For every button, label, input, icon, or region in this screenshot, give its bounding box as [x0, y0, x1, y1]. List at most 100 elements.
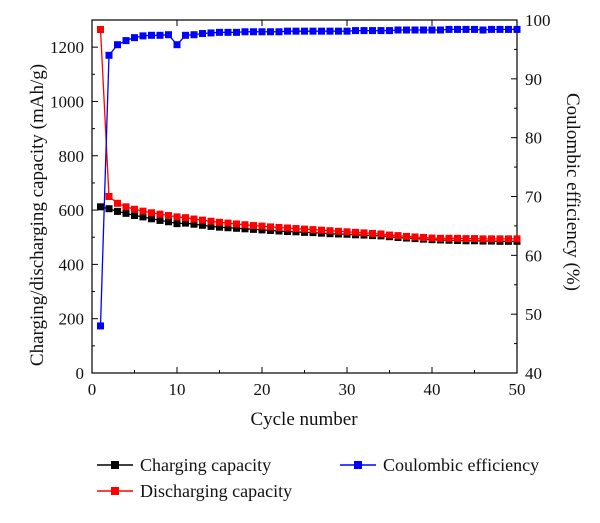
data-point-discharging-capacity — [318, 226, 325, 234]
data-point-coulombic-efficiency — [352, 27, 359, 35]
data-point-coulombic-efficiency — [139, 32, 147, 40]
data-point-coulombic-efficiency — [488, 25, 495, 33]
data-point-discharging-capacity — [165, 212, 172, 220]
data-point-discharging-capacity — [454, 234, 461, 242]
data-point-charging-capacity — [165, 218, 172, 226]
x-axis-title: Cycle number — [250, 409, 358, 430]
data-point-discharging-capacity — [148, 209, 155, 217]
data-point-coulombic-efficiency — [394, 26, 402, 34]
data-point-charging-capacity — [275, 227, 283, 235]
y-axis-title: Charging/discharging capacity (mAh/g) — [27, 64, 48, 366]
data-point-coulombic-efficiency — [190, 31, 198, 39]
data-point-discharging-capacity — [267, 223, 274, 231]
legend-item-charging: Charging capacity — [97, 455, 271, 475]
data-point-discharging-capacity — [292, 225, 300, 233]
data-point-discharging-capacity — [505, 235, 512, 243]
data-point-discharging-capacity — [182, 214, 189, 222]
data-point-discharging-capacity — [301, 225, 308, 233]
y2-tick-label: 50 — [525, 305, 542, 324]
data-point-charging-capacity — [258, 226, 266, 234]
data-point-charging-capacity — [122, 209, 130, 217]
data-point-discharging-capacity — [394, 232, 402, 240]
data-point-coulombic-efficiency — [471, 25, 478, 33]
y-tick-label: 600 — [59, 201, 85, 220]
data-point-coulombic-efficiency — [445, 25, 453, 33]
data-point-coulombic-efficiency — [360, 27, 368, 35]
data-point-charging-capacity — [173, 220, 181, 228]
data-point-coulombic-efficiency — [326, 27, 334, 35]
data-point-discharging-capacity — [496, 235, 504, 243]
data-point-coulombic-efficiency — [182, 31, 189, 39]
data-point-charging-capacity — [233, 224, 240, 232]
data-point-discharging-capacity — [386, 231, 393, 239]
data-point-charging-capacity — [190, 220, 198, 228]
data-point-discharging-capacity — [403, 232, 410, 240]
data-point-coulombic-efficiency — [131, 34, 138, 42]
data-point-coulombic-efficiency — [165, 31, 172, 39]
data-point-discharging-capacity — [513, 235, 521, 243]
data-point-discharging-capacity — [216, 218, 223, 226]
data-point-coulombic-efficiency — [114, 41, 121, 49]
data-point-coulombic-efficiency — [411, 26, 419, 34]
data-point-discharging-capacity — [250, 222, 257, 230]
data-point-discharging-capacity — [411, 233, 419, 241]
data-point-coulombic-efficiency — [420, 26, 427, 34]
data-point-discharging-capacity — [275, 223, 283, 231]
y-tick-label: 200 — [59, 310, 85, 329]
series-line-discharging-capacity — [99, 29, 517, 240]
data-point-coulombic-efficiency — [224, 28, 232, 36]
y2-tick-label: 70 — [525, 188, 542, 207]
data-point-discharging-capacity — [369, 229, 376, 237]
plot-frame — [91, 19, 518, 374]
data-point-coulombic-efficiency — [292, 27, 300, 35]
data-point-discharging-capacity — [360, 229, 368, 237]
data-point-discharging-capacity — [326, 227, 334, 235]
data-point-discharging-capacity — [199, 216, 206, 224]
data-point-discharging-capacity — [97, 26, 104, 33]
data-point-charging-capacity — [114, 207, 121, 215]
data-point-charging-capacity — [131, 212, 138, 220]
legend-item-discharging: Discharging capacity — [97, 481, 292, 501]
series-line-coulombic-efficiency — [99, 28, 517, 326]
legend-label-coulombic: Coulombic efficiency — [383, 455, 539, 475]
data-point-discharging-capacity — [479, 235, 487, 243]
data-point-coulombic-efficiency — [369, 27, 376, 35]
data-point-coulombic-efficiency — [173, 41, 181, 49]
data-point-discharging-capacity — [122, 203, 130, 211]
legend: Charging capacity Discharging capacity C… — [97, 455, 539, 501]
data-point-charging-capacity — [139, 213, 147, 221]
data-point-charging-capacity — [224, 224, 232, 232]
data-point-coulombic-efficiency — [216, 28, 223, 36]
data-point-discharging-capacity — [335, 227, 342, 235]
data-point-discharging-capacity — [190, 215, 198, 223]
data-point-coulombic-efficiency — [233, 28, 240, 36]
data-point-coulombic-efficiency — [275, 28, 283, 36]
data-point-discharging-capacity — [488, 235, 495, 243]
y2-axis-title: Coulombic efficiency (%) — [562, 93, 583, 291]
data-point-discharging-capacity — [233, 220, 240, 228]
x-tick-label: 40 — [424, 380, 441, 399]
data-point-discharging-capacity — [284, 224, 291, 232]
data-point-discharging-capacity — [131, 205, 138, 213]
data-point-charging-capacity — [284, 228, 291, 236]
data-point-discharging-capacity — [420, 234, 427, 241]
y2-tick-label: 60 — [525, 246, 542, 265]
data-point-coulombic-efficiency — [403, 26, 410, 34]
data-point-coulombic-efficiency — [437, 26, 444, 34]
data-point-coulombic-efficiency — [335, 27, 342, 35]
data-point-discharging-capacity — [343, 228, 351, 236]
data-point-coulombic-efficiency — [250, 28, 257, 36]
data-point-discharging-capacity — [207, 217, 215, 225]
data-point-coulombic-efficiency — [496, 25, 504, 33]
y2-tick-label: 40 — [525, 364, 542, 383]
legend-marker-coulombic — [354, 461, 362, 469]
y-tick-label: 400 — [59, 255, 85, 274]
data-point-coulombic-efficiency — [301, 27, 308, 35]
data-point-discharging-capacity — [428, 234, 436, 242]
data-point-coulombic-efficiency — [156, 31, 164, 39]
y-tick-label: 1000 — [50, 92, 84, 111]
data-point-discharging-capacity — [114, 199, 121, 207]
data-point-coulombic-efficiency — [148, 31, 155, 39]
data-point-charging-capacity — [207, 222, 215, 230]
